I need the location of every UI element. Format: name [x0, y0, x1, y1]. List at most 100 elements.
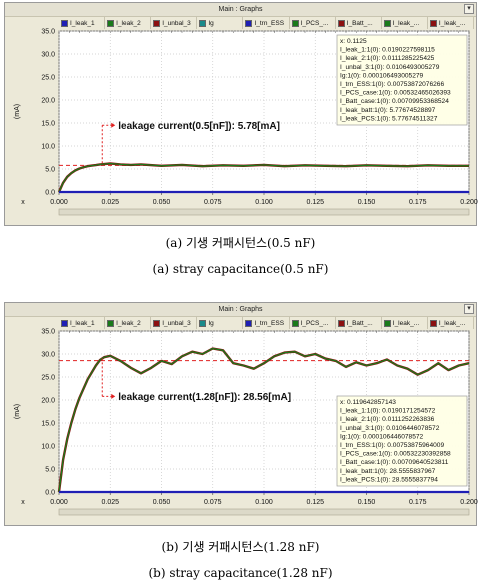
legend-item[interactable]: I_leak_...	[382, 317, 428, 329]
legend-label: I_leak_1	[70, 319, 95, 327]
legend-item[interactable]: I_leak_...	[382, 17, 428, 29]
x-tick-label: 0.025	[101, 499, 119, 506]
legend-item[interactable]: I_Batt_...	[336, 17, 382, 29]
readout-line: Ig:1(0): 0.000106493005279	[340, 72, 424, 79]
readout-line: I_leak_batt:1(0): 5.77674528897	[340, 107, 436, 114]
legend-swatch-icon	[245, 19, 253, 27]
legend-item[interactable]: I_PCS_...	[290, 317, 336, 329]
readout-line: I_leak_PCS:1(0): 5.77674511327	[340, 115, 438, 122]
y-tick-label: 25.0	[41, 75, 55, 82]
legend-swatch-icon	[153, 19, 161, 27]
legend-swatch-icon	[153, 319, 161, 327]
x-tick-label: 0.150	[358, 199, 376, 206]
annotation-text: leakage current(1.28[nF]): 28.56[mA]	[118, 392, 291, 403]
x-tick-label: 0.175	[409, 499, 427, 506]
window-options-button[interactable]: ▾	[464, 304, 474, 314]
series-line	[58, 347, 470, 493]
y-tick-label: 20.0	[41, 98, 55, 105]
x-tick-label: 0.000	[50, 199, 68, 206]
scrollbar-track	[58, 208, 470, 216]
legend-item[interactable]: Ig	[197, 17, 244, 29]
legend-swatch-icon	[291, 19, 299, 27]
legend-item[interactable]: I_Batt_...	[336, 317, 382, 329]
legend-swatch-icon	[61, 319, 68, 327]
y-tick-label: 30.0	[41, 52, 55, 59]
x-tick-label: 0.075	[204, 199, 222, 206]
legend-swatch-icon	[107, 19, 115, 27]
readout-line: I_leak_2:1(0): 0.0111285225425	[340, 55, 435, 62]
legend-item[interactable]: I_leak_2	[105, 17, 152, 29]
y-tick-label: 10.0	[41, 144, 55, 151]
readout-box	[336, 395, 468, 487]
x-axis-label: x	[21, 499, 25, 506]
graph-panel-b: Main : Graphs ▾ I_leak_1 I_leak_2 I_unbal_…	[4, 302, 478, 526]
legend-swatch-icon	[337, 319, 345, 327]
y-tick-label: 5.0	[45, 167, 55, 174]
readout-line: x: 0.1125	[340, 38, 367, 45]
window-options-button[interactable]: ▾	[464, 4, 474, 14]
readout-line: I_Batt_case:1(0): 0.00709953368524	[340, 98, 449, 105]
x-tick-label: 0.050	[153, 199, 171, 206]
x-tick-label: 0.200	[460, 199, 478, 206]
legend-label: I_trn_ESS	[254, 319, 285, 327]
window-title-text: Main : Graphs	[218, 6, 263, 13]
legend-swatch-icon	[199, 19, 207, 27]
legend-swatch-icon	[245, 319, 253, 327]
readout-line: I_Batt_case:1(0): 0.00709640523811	[340, 459, 449, 466]
readout-line: I_trn_ESS:1(0): 0.00753875964009	[340, 442, 444, 449]
x-tick-label: 0.125	[306, 199, 324, 206]
legend-bar: I_leak_1 I_leak_2 I_unbal_3 Ig I_trn_ESS I_PC…	[59, 17, 474, 29]
legend-label: Ig	[208, 19, 214, 27]
legend-item[interactable]: I_unbal_3	[151, 317, 198, 329]
legend-label: I_PCS_...	[300, 19, 329, 27]
y-axis-label: (mA)	[14, 404, 21, 419]
readout-line: I_leak_2:1(0): 0.0111252263836	[340, 416, 435, 423]
x-tick-label: 0.050	[153, 499, 171, 506]
readout-line: I_PCS_case:1(0): 0.00532230392858	[340, 451, 451, 458]
legend-swatch-icon	[383, 319, 391, 327]
caption-b-english: (b) stray capacitance(1.28 nF)	[148, 566, 333, 580]
annotation-arrowhead	[111, 122, 116, 128]
legend-label: I_Batt_...	[346, 19, 373, 27]
legend-label: I_PCS_...	[300, 319, 329, 327]
legend-item[interactable]: I_leak_2	[105, 317, 152, 329]
readout-line: I_unbal_3:1(0): 0.0106446078572	[340, 425, 440, 432]
readout-line: I_trn_ESS:1(0): 0.00753872076266	[340, 81, 444, 88]
caption-a-korean: (a) 기생 커패시턴스(0.5 nF)	[165, 236, 316, 250]
y-tick-label: 30.0	[41, 352, 55, 359]
y-axis-label: (mA)	[14, 104, 21, 119]
legend-item[interactable]: I_leak_...	[428, 317, 474, 329]
legend-item[interactable]: I_leak_1	[59, 317, 106, 329]
legend-item[interactable]: Ig	[197, 317, 244, 329]
legend-label: I_leak_1	[70, 19, 95, 27]
y-tick-label: 0.0	[45, 190, 55, 197]
x-tick-label: 0.075	[204, 499, 222, 506]
readout-line: I_leak_1:1(0): 0.0190227598115	[340, 47, 435, 54]
legend-label: Ig	[208, 319, 214, 327]
legend-item[interactable]: I_trn_ESS	[243, 17, 290, 29]
legend-item[interactable]: I_unbal_3	[151, 17, 198, 29]
x-tick-label: 0.025	[101, 199, 119, 206]
legend-item[interactable]: I_PCS_...	[290, 17, 336, 29]
legend-bar: I_leak_1 I_leak_2 I_unbal_3 Ig I_trn_ESS I_PC…	[59, 317, 474, 329]
legend-label: I_Batt_...	[346, 319, 373, 327]
readout-box	[336, 34, 468, 126]
annotation-text: leakage current(0.5[nF]): 5.78[mA]	[118, 121, 280, 132]
x-tick-label: 0.100	[255, 499, 273, 506]
y-tick-label: 15.0	[41, 421, 55, 428]
y-tick-label: 25.0	[41, 375, 55, 382]
legend-item[interactable]: I_leak_...	[428, 17, 474, 29]
legend-swatch-icon	[429, 19, 437, 27]
legend-label: I_unbal_3	[162, 319, 191, 327]
legend-swatch-icon	[383, 19, 391, 27]
readout-line: I_leak_1:1(0): 0.0190171254572	[340, 408, 436, 415]
legend-swatch-icon	[61, 19, 68, 27]
legend-label: I_leak_...	[392, 19, 420, 27]
legend-item[interactable]: I_trn_ESS	[243, 317, 290, 329]
caption-b-korean: (b) 기생 커패시턴스(1.28 nF)	[161, 540, 320, 554]
y-tick-label: 20.0	[41, 398, 55, 405]
readout-line: I_leak_batt:1(0): 28.5555837967	[340, 468, 436, 475]
caption-a-english: (a) stray capacitance(0.5 nF)	[152, 262, 329, 276]
legend-item[interactable]: I_leak_1	[59, 17, 106, 29]
x-tick-label: 0.000	[50, 499, 68, 506]
